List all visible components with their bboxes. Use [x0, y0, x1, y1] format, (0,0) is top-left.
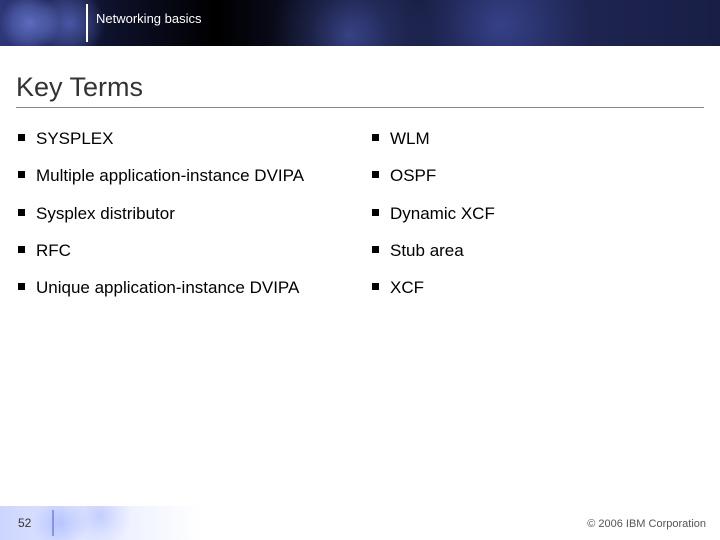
list-item: OSPF: [370, 165, 704, 186]
list-item: WLM: [370, 128, 704, 149]
list-item: Multiple application-instance DVIPA: [16, 165, 350, 186]
copyright: © 2006 IBM Corporation: [587, 518, 706, 530]
slide-content: Key Terms SYSPLEX Multiple application-i…: [0, 46, 720, 314]
slide-title: Key Terms: [16, 72, 704, 108]
list-item: Stub area: [370, 240, 704, 261]
list-item: SYSPLEX: [16, 128, 350, 149]
list-item: Unique application-instance DVIPA: [16, 277, 350, 298]
page-number: 52: [18, 516, 31, 530]
list-item: Dynamic XCF: [370, 203, 704, 224]
list-item: RFC: [16, 240, 350, 261]
terms-right-column: WLM OSPF Dynamic XCF Stub area XCF: [370, 128, 704, 314]
breadcrumb: Networking basics: [96, 11, 202, 26]
header-divider: [86, 4, 88, 42]
terms-right-list: WLM OSPF Dynamic XCF Stub area XCF: [370, 128, 704, 298]
terms-left-column: SYSPLEX Multiple application-instance DV…: [16, 128, 350, 314]
header-band: Networking basics: [0, 0, 720, 46]
footer-band: 52 © 2006 IBM Corporation: [0, 506, 720, 540]
footer-divider: [52, 510, 54, 536]
terms-left-list: SYSPLEX Multiple application-instance DV…: [16, 128, 350, 298]
list-item: Sysplex distributor: [16, 203, 350, 224]
terms-columns: SYSPLEX Multiple application-instance DV…: [16, 128, 704, 314]
list-item: XCF: [370, 277, 704, 298]
